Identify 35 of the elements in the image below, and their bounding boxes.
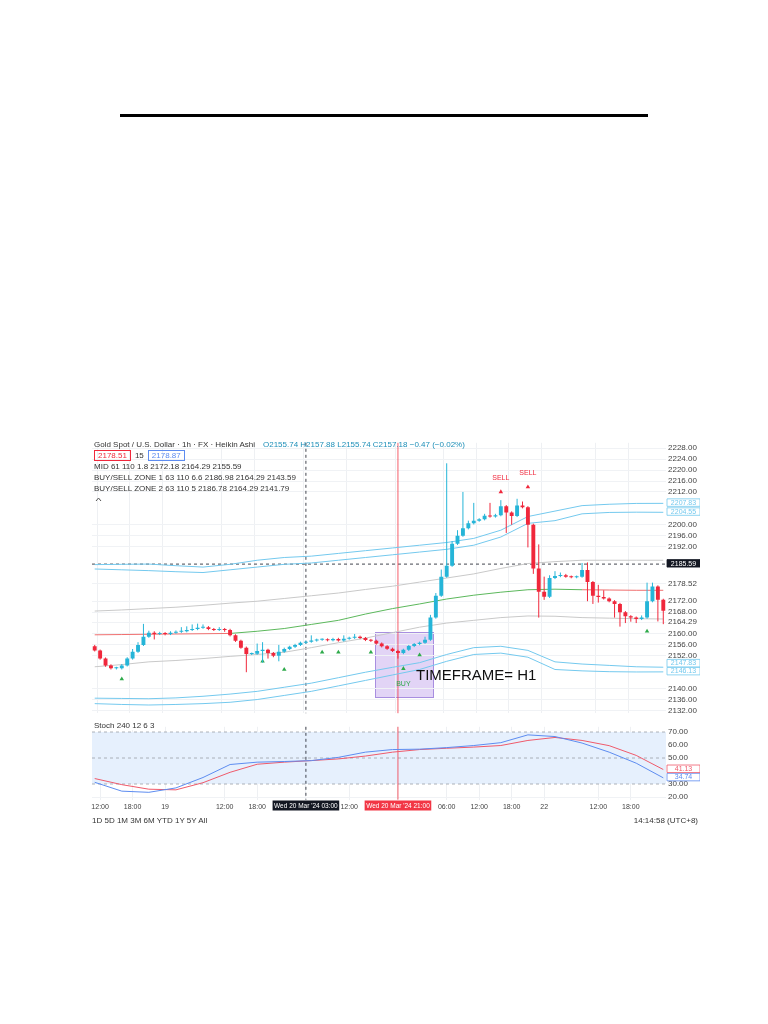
y-tick-label: 2224.00 [668, 454, 698, 464]
chart-subtitle: O2155.74 H2157.88 L2155.74 C2157.18 −0.47 (−0.02%) [262, 440, 465, 449]
y-tick-label: 2152.00 [668, 651, 698, 661]
y-tick-label: 2216.00 [668, 476, 698, 486]
y-tick-label: 60.00 [668, 740, 689, 750]
y-tick-label: 2200.00 [668, 519, 698, 529]
annotation: TIMEFRAME= H1 [416, 666, 537, 683]
y-tick-label: 2140.00 [668, 683, 698, 693]
y-tick-label: 2212.00 [668, 487, 698, 497]
annotation: 15 [134, 451, 144, 460]
annotation: BUY/SELL ZONE 1 63 110 6.6 2186.98 2164.29 2143.59 [94, 472, 297, 483]
y-tick-label: 2156.00 [668, 640, 698, 650]
y-tick-label: 2178.52 [668, 578, 698, 588]
annotation: 2178.87 [147, 450, 185, 461]
y-tick-label: 2160.00 [668, 629, 698, 639]
y-tick-label: 70.00 [668, 727, 689, 737]
y-tick-label: 30.00 [668, 779, 689, 789]
y-tick-label: 50.00 [668, 753, 689, 763]
y-tick-label: 2168.00 [668, 607, 698, 617]
text: 1D 5D 1M 3M 6M YTD 1Y 5Y All [92, 816, 208, 825]
y-tick-label: 2136.00 [668, 694, 698, 704]
chart-title: Gold Spot / U.S. Dollar · 1h · FX · Heikin Ashi [94, 440, 255, 449]
y-tick-label: 2228.00 [668, 443, 698, 453]
annotation: BUY/SELL ZONE 2 63 110 5 2186.78 2164.29 2141.79 [94, 483, 291, 494]
annotation: 2178.51 [94, 450, 131, 461]
y-tick-label: 2192.00 [668, 541, 698, 551]
y-tick-label: 2164.29 [668, 617, 698, 627]
y-tick-label: 2172.00 [668, 596, 698, 606]
text: 14:14:58 (UTC+8) [633, 816, 698, 825]
chart-title: Stoch 240 12 6 3 [94, 721, 155, 730]
y-tick-label: 2196.00 [668, 530, 698, 540]
y-tick-label: 20.00 [668, 792, 689, 802]
y-tick-label: 2132.00 [668, 705, 698, 715]
annotation: MID 61 110 1.8 2172.18 2164.29 2155.59 [94, 461, 243, 472]
y-tick-label: 2220.00 [668, 465, 698, 475]
